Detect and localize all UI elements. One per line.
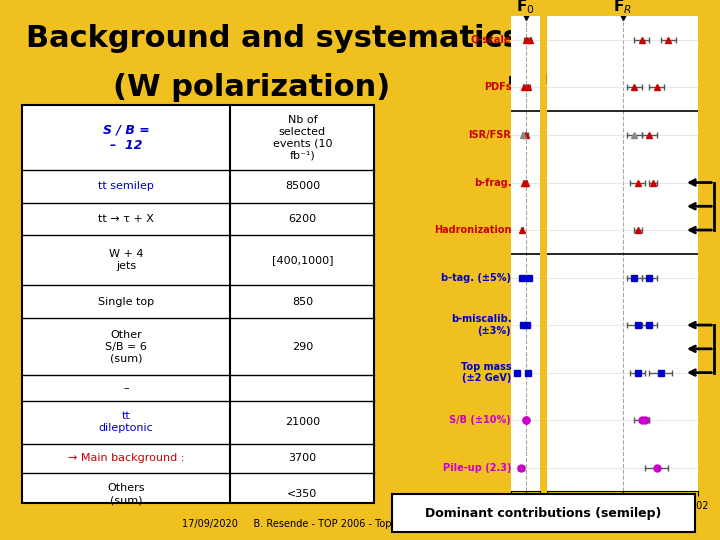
Title: F$_R$: F$_R$ [613,0,632,16]
Text: Pile-up (2.3): Pile-up (2.3) [443,463,511,472]
Text: 21000: 21000 [285,417,320,427]
Text: Others
(sum): Others (sum) [107,483,145,505]
Text: W + 4
jets: W + 4 jets [109,249,143,271]
Text: 290: 290 [292,342,313,352]
Text: 6200: 6200 [288,214,317,224]
Text: Other
S/B = 6
(sum): Other S/B = 6 (sum) [105,330,147,363]
Text: tt semilep: tt semilep [98,181,154,191]
Text: Single top: Single top [98,296,154,307]
Text: b-tag. (±5%): b-tag. (±5%) [441,273,511,282]
Text: –: – [123,383,129,393]
Text: S / B =
–  12: S / B = – 12 [103,124,149,152]
Text: PDFs: PDFs [484,83,511,92]
Text: b-miscalib.
(±3%): b-miscalib. (±3%) [451,314,511,336]
Text: Top mass
(±2 GeV): Top mass (±2 GeV) [461,362,511,383]
Text: Hadronization: Hadronization [433,225,511,235]
Text: S/B (±10%): S/B (±10%) [449,415,511,425]
Text: 85000: 85000 [285,181,320,191]
Text: 3700: 3700 [288,453,317,463]
Text: Q-scale: Q-scale [471,35,511,45]
Text: Nb of
selected
events (10
fb⁻¹): Nb of selected events (10 fb⁻¹) [273,116,332,160]
Text: b-frag.: b-frag. [474,178,511,187]
Text: Dominant contributions (semilep): Dominant contributions (semilep) [426,507,662,519]
FancyBboxPatch shape [392,494,696,532]
Text: 17/09/2020     B. Resende - TOP 2006 - Top SM properties                    24: 17/09/2020 B. Resende - TOP 2006 - Top S… [182,519,538,529]
Text: Background and systematics: Background and systematics [26,24,521,53]
Text: tt → τ + X: tt → τ + X [98,214,154,224]
Text: tt
dileptonic: tt dileptonic [99,411,153,433]
Text: <350: <350 [287,489,318,499]
Text: ISR/FSR: ISR/FSR [468,130,511,140]
Text: → Main background :: → Main background : [68,453,184,463]
Title: F$_0$: F$_0$ [516,0,535,16]
Text: (W polarization): (W polarization) [113,73,391,102]
Text: [400,1000]: [400,1000] [271,255,333,265]
Text: 850: 850 [292,296,313,307]
Text: ref : hep-ex/0508061: ref : hep-ex/0508061 [508,73,672,87]
